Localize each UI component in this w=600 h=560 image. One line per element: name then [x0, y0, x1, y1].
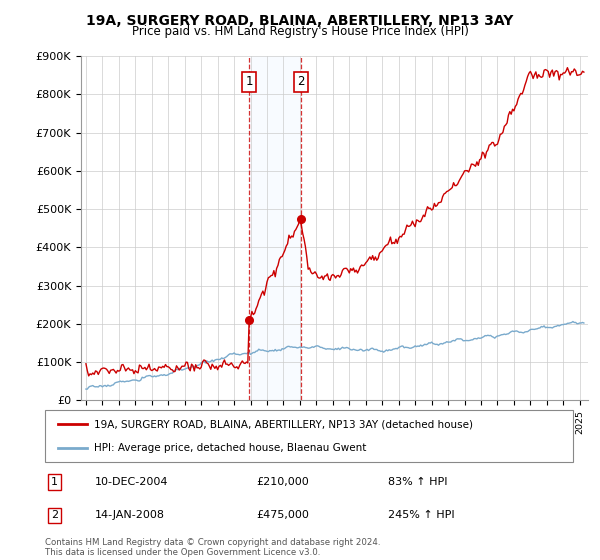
- Text: 1: 1: [51, 477, 58, 487]
- Text: 245% ↑ HPI: 245% ↑ HPI: [388, 510, 455, 520]
- Text: 19A, SURGERY ROAD, BLAINA, ABERTILLERY, NP13 3AY (detached house): 19A, SURGERY ROAD, BLAINA, ABERTILLERY, …: [94, 419, 473, 430]
- Text: £210,000: £210,000: [256, 477, 309, 487]
- Text: 10-DEC-2004: 10-DEC-2004: [95, 477, 169, 487]
- Text: 2: 2: [51, 510, 58, 520]
- Text: 83% ↑ HPI: 83% ↑ HPI: [388, 477, 448, 487]
- Text: Price paid vs. HM Land Registry's House Price Index (HPI): Price paid vs. HM Land Registry's House …: [131, 25, 469, 38]
- Text: 19A, SURGERY ROAD, BLAINA, ABERTILLERY, NP13 3AY: 19A, SURGERY ROAD, BLAINA, ABERTILLERY, …: [86, 14, 514, 28]
- Text: 14-JAN-2008: 14-JAN-2008: [95, 510, 165, 520]
- Text: 1: 1: [245, 76, 253, 88]
- Text: 2: 2: [297, 76, 304, 88]
- FancyBboxPatch shape: [45, 410, 573, 462]
- Text: HPI: Average price, detached house, Blaenau Gwent: HPI: Average price, detached house, Blae…: [94, 443, 366, 453]
- Text: £475,000: £475,000: [256, 510, 309, 520]
- Bar: [249, 56, 301, 400]
- Text: Contains HM Land Registry data © Crown copyright and database right 2024.
This d: Contains HM Land Registry data © Crown c…: [45, 538, 380, 557]
